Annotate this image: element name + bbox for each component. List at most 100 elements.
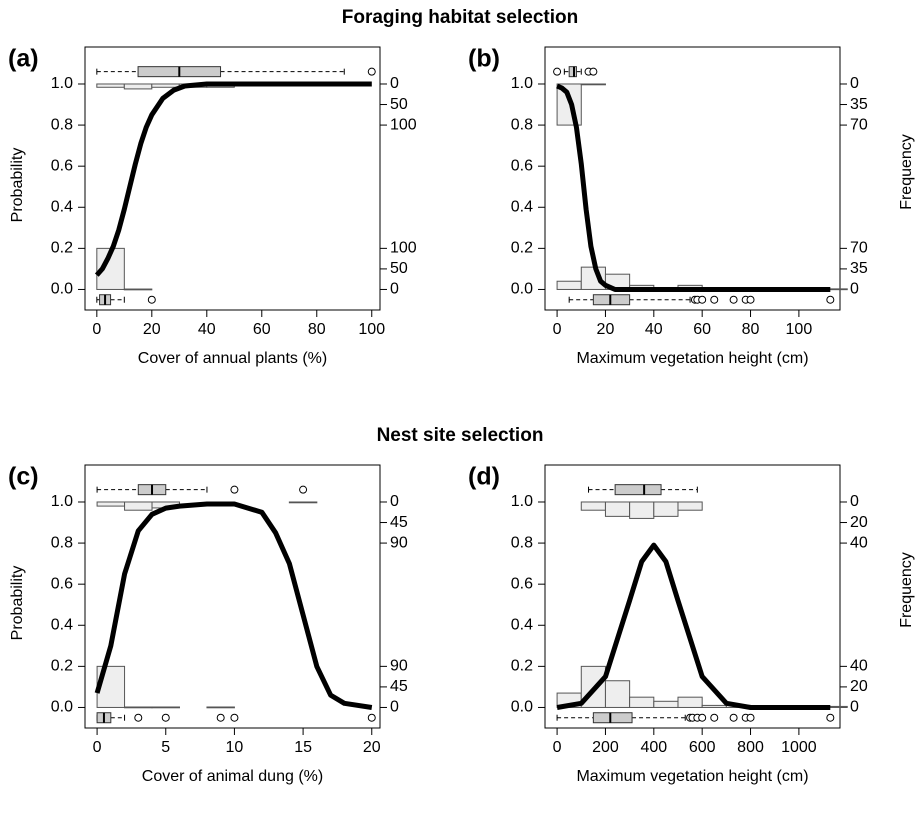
outlier [698, 295, 707, 304]
fitted-curve [94, 81, 372, 277]
outlier [230, 713, 239, 722]
x-tick-label: 20 [597, 321, 615, 338]
histogram-bar [556, 280, 582, 290]
x-tick-label: 20 [143, 321, 161, 338]
y2-tick-label: 100 [390, 240, 417, 257]
plot-frame [544, 46, 841, 311]
y-tick-label: 0.6 [511, 157, 533, 174]
section-title: Nest site selection [377, 425, 544, 446]
x-tick-label: 0 [92, 321, 101, 338]
y2-tick-label: 35 [850, 96, 868, 113]
histogram-bar [677, 696, 703, 708]
y2-tick-label: 20 [850, 514, 868, 531]
outlier [746, 713, 755, 722]
fitted-curve [556, 542, 831, 710]
y-tick-label: 1.0 [511, 493, 533, 510]
plot-frame [544, 464, 841, 729]
plot-frame [84, 464, 381, 729]
y-tick-label: 0.8 [511, 116, 533, 133]
box [592, 712, 633, 724]
x-tick-label: 0 [553, 321, 562, 338]
histogram-bar [124, 501, 153, 511]
histogram-bar [96, 83, 125, 88]
x-tick-label: 400 [640, 739, 667, 756]
panel-label: (d) [468, 463, 500, 491]
y2-tick-label: 0 [390, 281, 399, 298]
y2-tick-label: 40 [850, 534, 868, 551]
y2-tick-label: 35 [850, 260, 868, 277]
x-tick-label: 40 [645, 321, 663, 338]
y-tick-label: 0.0 [511, 281, 533, 298]
outlier [710, 713, 719, 722]
x-tick-label: 60 [693, 321, 711, 338]
box [568, 66, 577, 78]
histogram-bar [96, 501, 126, 507]
x-axis-title: Maximum vegetation height (cm) [576, 768, 808, 785]
y2-tick-label: 45 [390, 678, 408, 695]
histogram-bar [677, 501, 703, 511]
histogram-bar [604, 680, 631, 708]
outlier [216, 713, 225, 722]
y2-axis-title: Frequency [898, 134, 915, 210]
histogram-bar [653, 700, 679, 708]
outlier [367, 713, 376, 722]
histogram-bar [206, 706, 235, 709]
outlier [589, 67, 598, 76]
panel-label: (c) [8, 463, 39, 491]
histogram-bar [124, 706, 153, 709]
y2-tick-label: 70 [850, 116, 868, 133]
y-tick-label: 0.2 [511, 658, 533, 675]
x-tick-label: 1000 [781, 739, 817, 756]
x-axis-title: Maximum vegetation height (cm) [576, 350, 808, 367]
y-tick-label: 0.6 [511, 575, 533, 592]
x-tick-label: 200 [592, 739, 619, 756]
y-tick-label: 1.0 [51, 75, 73, 92]
plot-frame [84, 46, 381, 311]
y2-tick-label: 0 [390, 699, 399, 716]
x-tick-label: 0 [553, 739, 562, 756]
outlier [147, 295, 156, 304]
section-title: Foraging habitat selection [342, 7, 578, 28]
y-tick-label: 0.8 [511, 534, 533, 551]
y2-tick-label: 100 [390, 116, 417, 133]
outlier [710, 295, 719, 304]
y2-axis-title: Frequency [898, 552, 915, 628]
y2-tick-label: 0 [850, 281, 859, 298]
y-tick-label: 0.8 [51, 534, 73, 551]
x-tick-label: 10 [226, 739, 244, 756]
histogram-bar [151, 83, 180, 88]
outlier [161, 713, 170, 722]
y2-tick-label: 0 [390, 75, 399, 92]
y2-tick-label: 50 [390, 260, 408, 277]
outlier [826, 295, 835, 304]
histogram-bar [653, 501, 679, 517]
x-tick-label: 100 [786, 321, 813, 338]
y-tick-label: 0.6 [51, 575, 73, 592]
y2-tick-label: 0 [850, 699, 859, 716]
histogram-bar [701, 704, 727, 708]
y2-tick-label: 20 [850, 678, 868, 695]
y-axis-title: Probability [9, 566, 26, 641]
outlier [230, 485, 239, 494]
y-tick-label: 0.2 [51, 240, 73, 257]
outlier [729, 295, 738, 304]
x-tick-label: 600 [689, 739, 716, 756]
y-tick-label: 0.0 [51, 699, 73, 716]
x-tick-label: 80 [308, 321, 326, 338]
histogram-bar [629, 696, 655, 708]
y2-tick-label: 45 [390, 514, 408, 531]
fitted-curve [556, 83, 831, 292]
histogram-bar [580, 501, 606, 511]
y2-tick-label: 70 [850, 240, 868, 257]
y2-tick-label: 50 [390, 96, 408, 113]
box [592, 294, 631, 306]
histogram-bar [580, 83, 606, 86]
panel-label: (b) [468, 45, 500, 73]
outlier [553, 67, 562, 76]
y-tick-label: 1.0 [511, 75, 533, 92]
histogram-bar [288, 501, 318, 504]
histogram-bar [604, 501, 631, 517]
y-tick-label: 0.0 [511, 699, 533, 716]
outlier [729, 713, 738, 722]
